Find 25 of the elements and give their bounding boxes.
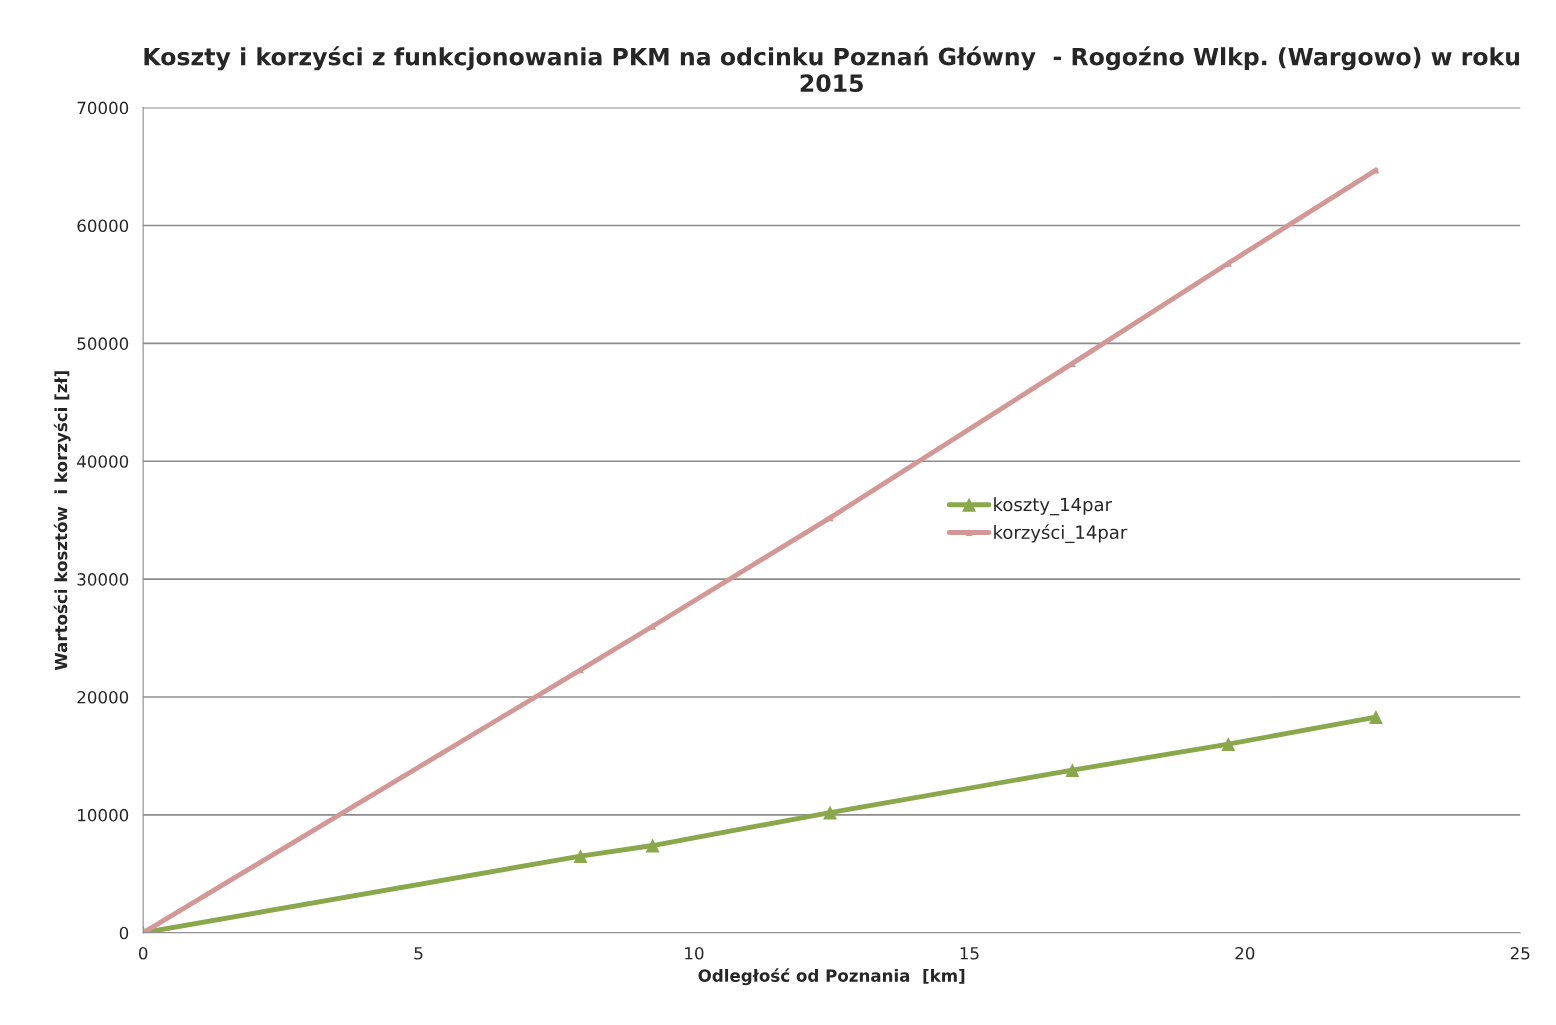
x-tick-label: 5 <box>414 947 423 960</box>
legend-label: koszty_14par <box>994 497 1112 516</box>
legend-label: korzyści_14par <box>994 524 1128 544</box>
x-tick-label: 0 <box>138 946 148 960</box>
point <box>1368 710 1383 724</box>
y-tick-label: 40000 <box>77 455 129 468</box>
y-tick-label: 50000 <box>77 337 129 350</box>
x-tick-label: 25 <box>1510 946 1530 960</box>
point <box>1221 737 1236 752</box>
y-tick-label: 20000 <box>77 690 129 704</box>
y-tick-label: 0 <box>119 926 129 940</box>
x-axis-title: Odległość od Poznania [km] <box>698 968 965 986</box>
x-tick-label: 20 <box>1235 946 1255 960</box>
y-tick-label: 70000 <box>77 101 129 115</box>
point <box>645 838 660 853</box>
line-series <box>143 166 1380 933</box>
x-tick-label: 10 <box>685 946 704 960</box>
y-tick-label: 60000 <box>77 219 129 233</box>
y-tick-label: 30000 <box>77 573 129 586</box>
chart-title: Koszty i korzyści z funkcjonowania PKM na odcinku Poznań Główny - Rogoźno Wlkp. (Wargowo) w roku 2015 <box>144 46 1520 93</box>
y-axis-title: Wartości kosztów i korzyści [zł] <box>53 371 71 671</box>
x-tick-label: 15 <box>960 947 979 960</box>
y-tick-label: 10000 <box>78 808 129 822</box>
point <box>573 849 588 864</box>
point <box>1065 763 1080 778</box>
